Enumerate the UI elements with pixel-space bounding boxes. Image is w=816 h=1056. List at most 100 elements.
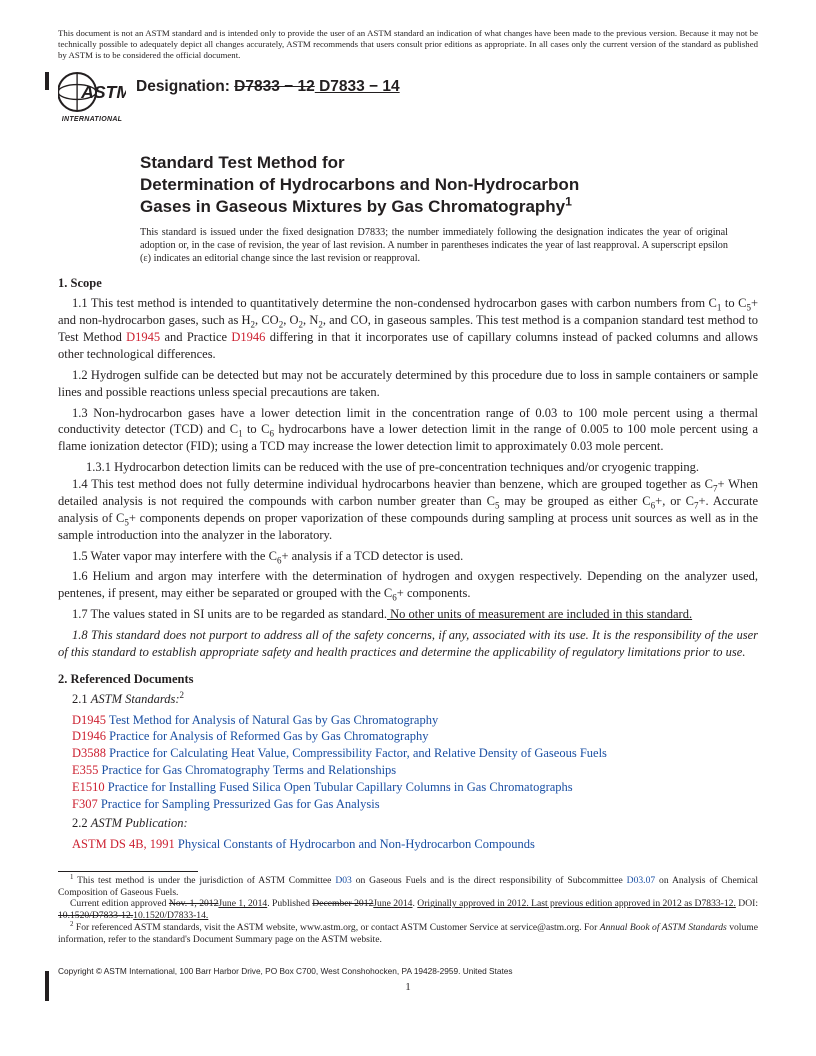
t: DOI:: [736, 898, 758, 909]
para-2-2: 2.2 ASTM Publication:: [58, 815, 758, 832]
pub-list: ASTM DS 4B, 1991 Physical Constants of H…: [72, 836, 758, 853]
t: ASTM Publication:: [91, 816, 188, 830]
standard-title: Standard Test Method for Determination o…: [140, 152, 758, 217]
t: +, or C: [655, 494, 694, 508]
t-underline: No other units of measurement are includ…: [387, 607, 692, 621]
link-d1946[interactable]: D1946: [231, 330, 265, 344]
copyright: Copyright © ASTM International, 100 Barr…: [58, 966, 758, 977]
title-line-3: Gases in Gaseous Mixtures by Gas Chromat…: [140, 197, 565, 216]
ref-title[interactable]: Test Method for Analysis of Natural Gas …: [106, 713, 438, 727]
ref-title[interactable]: Practice for Gas Chromatography Terms an…: [98, 763, 396, 777]
footnote-1: 1 This test method is under the jurisdic…: [58, 875, 758, 899]
t: 10.1520/D7833-14.: [133, 910, 208, 921]
link-d1945[interactable]: D1945: [126, 330, 160, 344]
link-d03[interactable]: D03: [335, 875, 352, 886]
pub-title[interactable]: Physical Constants of Hydrocarbon and No…: [175, 837, 535, 851]
ref-item: D1945 Test Method for Analysis of Natura…: [72, 712, 758, 729]
para-1-5: 1.5 Water vapor may interfere with the C…: [58, 548, 758, 565]
ref-code[interactable]: E1510: [72, 780, 105, 794]
t: December 2012: [312, 898, 373, 909]
designation-new: D7833 − 14: [315, 78, 400, 95]
t: to C: [721, 296, 746, 310]
t: ASTM Standards:: [91, 692, 180, 706]
top-disclaimer: This document is not an ASTM standard an…: [58, 28, 758, 61]
para-1-1: 1.1 This test method is intended to quan…: [58, 295, 758, 363]
ref-item: E1510 Practice for Installing Fused Sili…: [72, 779, 758, 796]
t: 2.2: [72, 816, 91, 830]
designation-label: Designation:: [136, 78, 234, 95]
svg-text:ASTM: ASTM: [80, 82, 126, 102]
t: June 1, 2014: [218, 898, 267, 909]
section-1-head: 1. Scope: [58, 275, 758, 292]
t: Current edition approved: [70, 898, 169, 909]
footnote-rule: [58, 871, 198, 872]
t: June 2014: [373, 898, 412, 909]
title-line-1: Standard Test Method for: [140, 153, 345, 172]
footnote-current-edition: Current edition approved Nov. 1, 2012Jun…: [58, 898, 758, 922]
title-block: Standard Test Method for Determination o…: [140, 152, 758, 265]
t: may be grouped as either C: [499, 494, 650, 508]
ref-item: D1946 Practice for Analysis of Reformed …: [72, 728, 758, 745]
para-1-7: 1.7 The values stated in SI units are to…: [58, 606, 758, 623]
ref-code[interactable]: D3588: [72, 746, 106, 760]
t: , N: [303, 313, 318, 327]
pub-code[interactable]: ASTM DS 4B, 1991: [72, 837, 175, 851]
astm-logo: ASTM INTERNATIONAL: [58, 71, 126, 124]
t: For referenced ASTM standards, visit the…: [73, 922, 599, 933]
revision-bar-1: [45, 72, 49, 90]
t: , O: [283, 313, 298, 327]
issuance-note: This standard is issued under the fixed …: [140, 226, 758, 266]
t: 10.1520/D7833-12.: [58, 910, 133, 921]
t: . Published: [267, 898, 312, 909]
section-2-head: 2. Referenced Documents: [58, 671, 758, 688]
page-container: This document is not an ASTM standard an…: [0, 0, 816, 1014]
ref-title[interactable]: Practice for Calculating Heat Value, Com…: [106, 746, 607, 760]
ref-code[interactable]: E355: [72, 763, 98, 777]
ref-list: D1945 Test Method for Analysis of Natura…: [72, 712, 758, 813]
ref-title[interactable]: Practice for Installing Fused Silica Ope…: [105, 780, 573, 794]
title-line-2: Determination of Hydrocarbons and Non-Hy…: [140, 175, 579, 194]
para-1-2: 1.2 Hydrogen sulfide can be detected but…: [58, 367, 758, 401]
t: on Gaseous Fuels and is the direct respo…: [352, 875, 627, 886]
t: Annual Book of ASTM Standards: [600, 922, 727, 933]
para-1-8: 1.8 This standard does not purport to ad…: [58, 627, 758, 661]
ref-code[interactable]: D1945: [72, 713, 106, 727]
t: 2.1: [72, 692, 91, 706]
pub-item: ASTM DS 4B, 1991 Physical Constants of H…: [72, 836, 758, 853]
link-d0307[interactable]: D03.07: [627, 875, 656, 886]
para-1-3-1: 1.3.1 Hydrocarbon detection limits can b…: [58, 459, 758, 476]
astm-logo-icon: ASTM: [58, 71, 126, 113]
title-footnote-sup: 1: [565, 194, 572, 208]
para-2-1: 2.1 ASTM Standards:2: [58, 691, 758, 708]
t: and Practice: [160, 330, 231, 344]
t: 1.1 This test method is intended to quan…: [72, 296, 717, 310]
t: + components.: [397, 586, 471, 600]
t: + analysis if a TCD detector is used.: [281, 549, 463, 563]
ref-item: D3588 Practice for Calculating Heat Valu…: [72, 745, 758, 762]
revision-bar-2: [45, 971, 49, 1001]
ref-item: F307 Practice for Sampling Pressurized G…: [72, 796, 758, 813]
ref-title[interactable]: Practice for Sampling Pressurized Gas fo…: [98, 797, 380, 811]
footnote-2: 2 For referenced ASTM standards, visit t…: [58, 922, 758, 946]
ref-title[interactable]: Practice for Analysis of Reformed Gas by…: [106, 729, 429, 743]
t: Nov. 1, 2012: [169, 898, 219, 909]
page-number: 1: [58, 980, 758, 995]
designation-old: D7833 − 12: [234, 78, 315, 95]
ref-code[interactable]: F307: [72, 797, 98, 811]
t: + components depends on proper vaporizat…: [58, 511, 758, 542]
para-1-3: 1.3 Non-hydrocarbon gases have a lower d…: [58, 405, 758, 456]
ref-code[interactable]: D1946: [72, 729, 106, 743]
t: 1.5 Water vapor may interfere with the C: [72, 549, 277, 563]
t: , CO: [255, 313, 279, 327]
t: to C: [243, 422, 270, 436]
t: Originally approved in 2012. Last previo…: [417, 898, 736, 909]
t: 1.7 The values stated in SI units are to…: [72, 607, 387, 621]
para-1-4: 1.4 This test method does not fully dete…: [58, 476, 758, 544]
logo-subtext: INTERNATIONAL: [62, 115, 123, 124]
t: 1.4 This test method does not fully dete…: [72, 477, 713, 491]
t: This test method is under the jurisdicti…: [73, 875, 335, 886]
ref-item: E355 Practice for Gas Chromatography Ter…: [72, 762, 758, 779]
para-1-6: 1.6 Helium and argon may interfere with …: [58, 568, 758, 602]
header-row: ASTM INTERNATIONAL Designation: D7833 − …: [58, 71, 758, 124]
designation-line: Designation: D7833 − 12 D7833 − 14: [136, 71, 400, 98]
